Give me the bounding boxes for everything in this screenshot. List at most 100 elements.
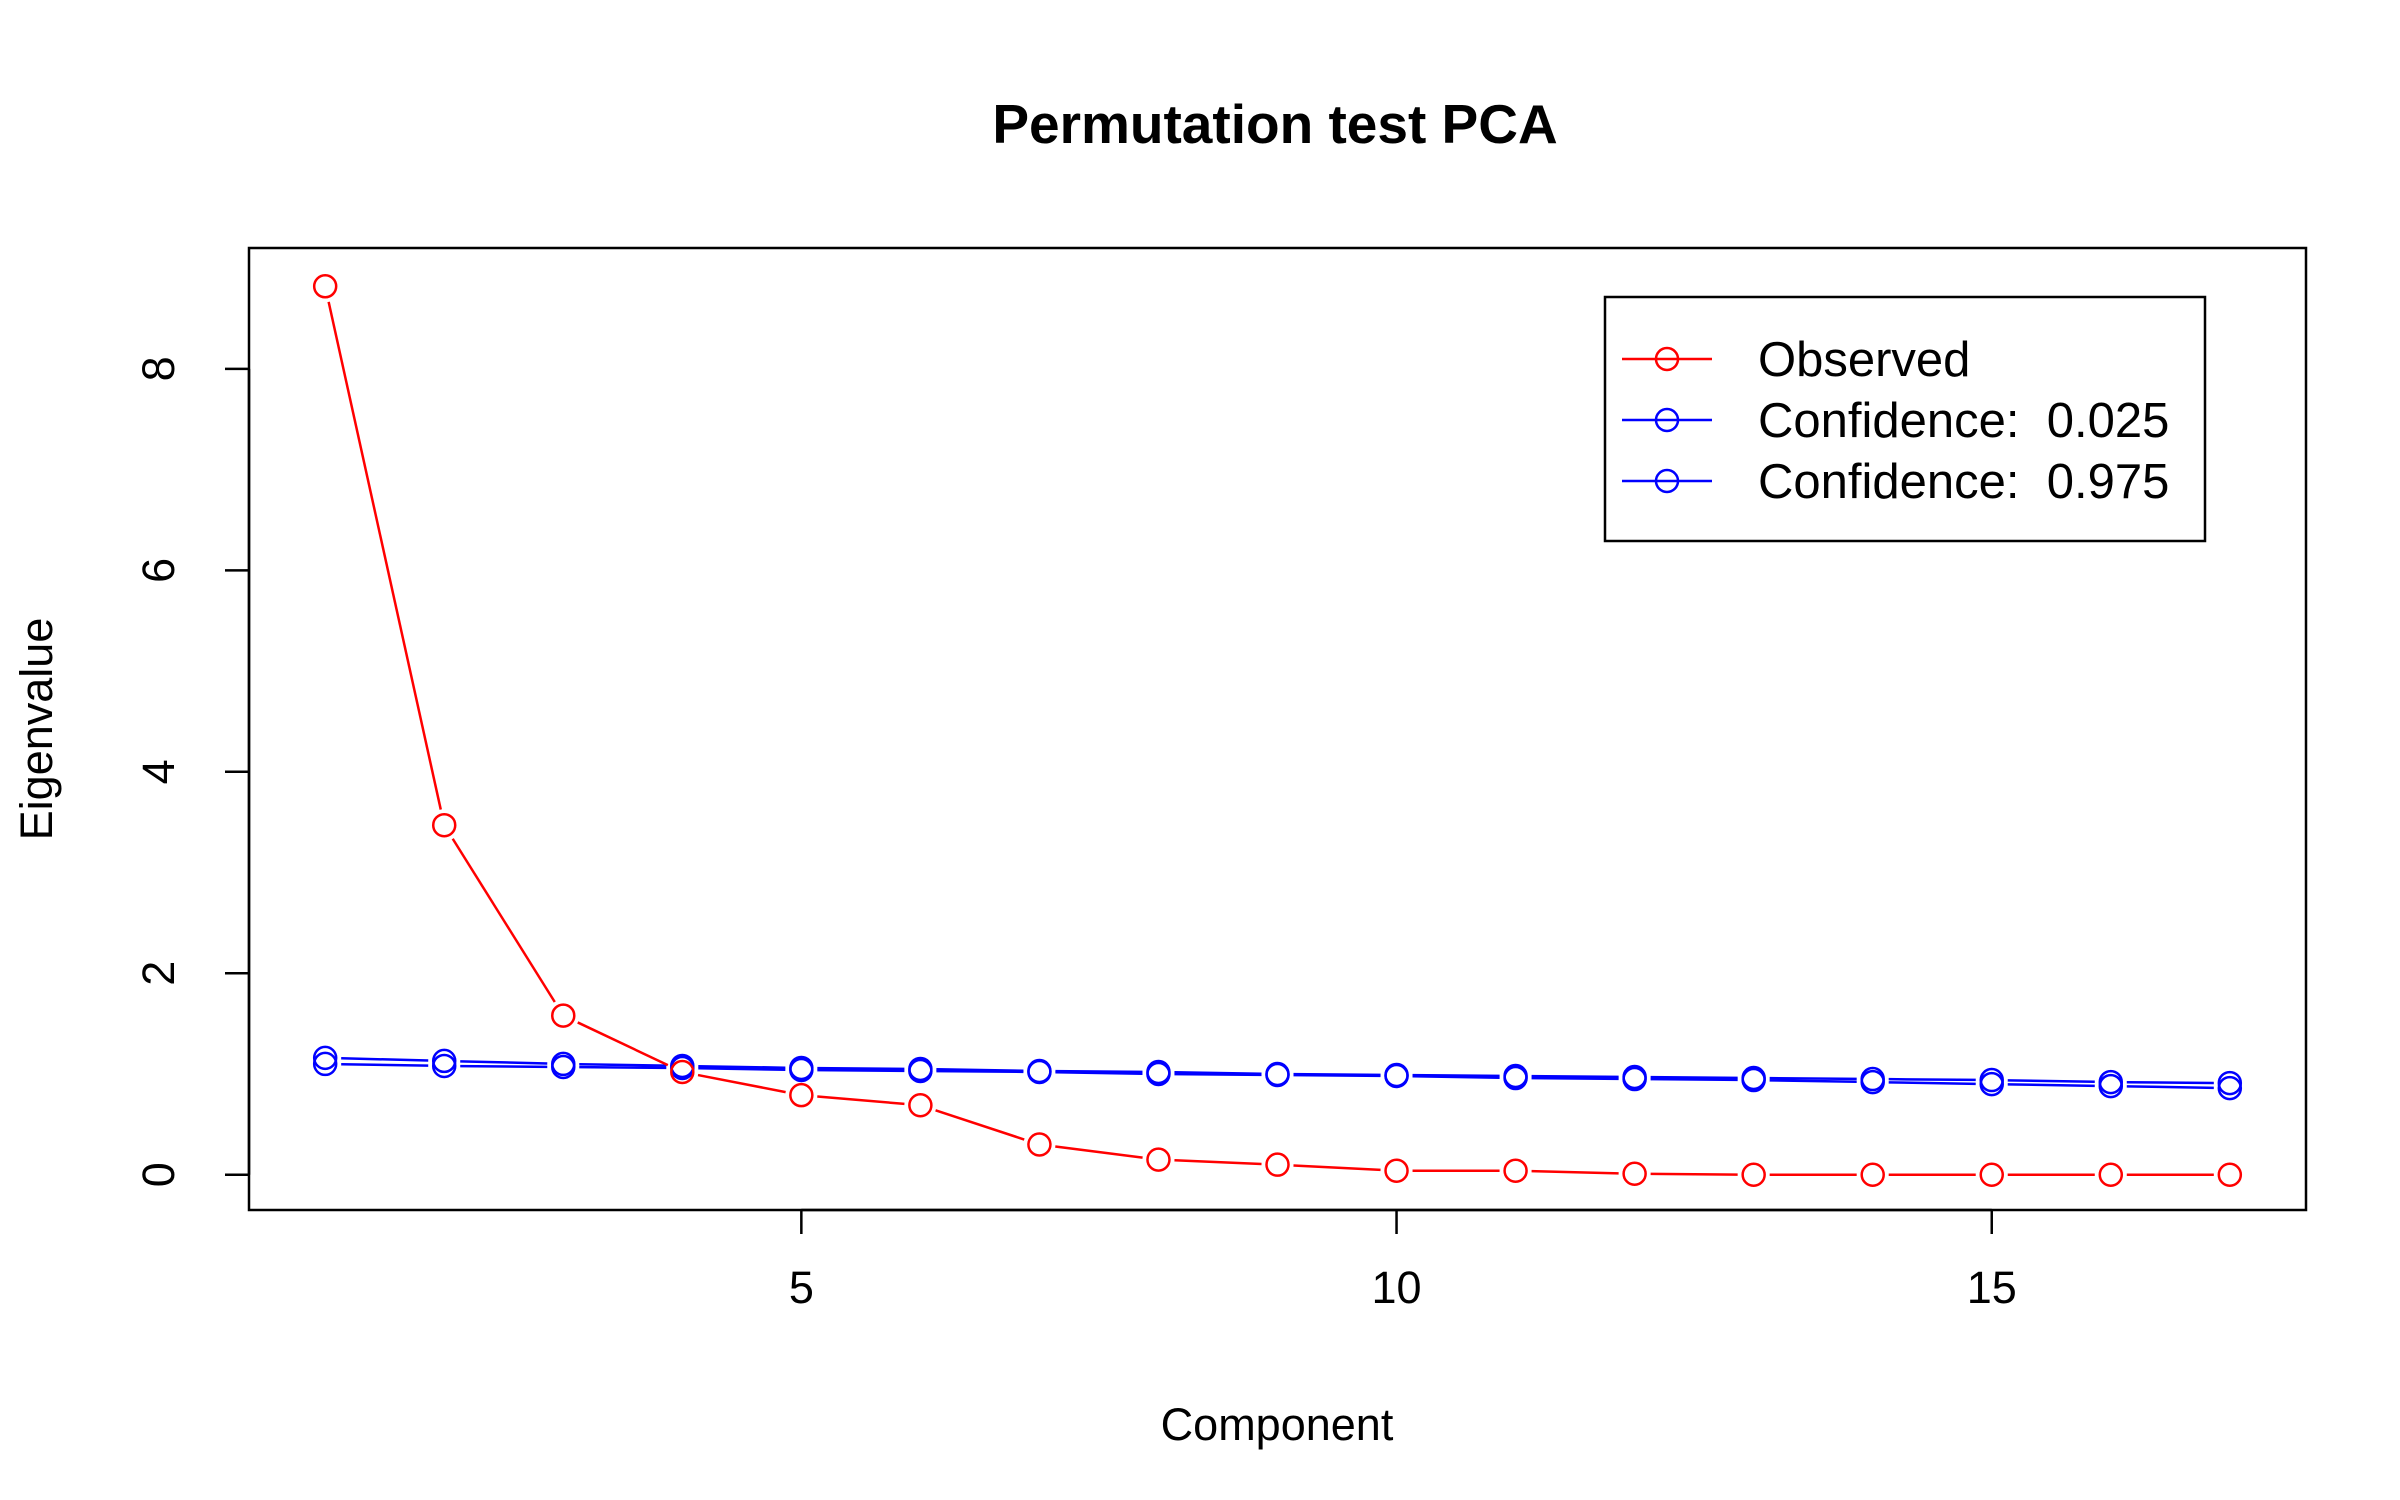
legend-marker [1654, 407, 1680, 433]
data-point [1146, 1061, 1171, 1087]
legend-marker [1654, 468, 1680, 494]
data-point [1622, 1161, 1647, 1186]
data-point [2217, 1162, 2243, 1187]
data-point [789, 1082, 814, 1108]
series-segment [1650, 1075, 1738, 1080]
series-segment [579, 1062, 667, 1067]
data-point [1265, 1061, 1290, 1087]
data-point [1622, 1066, 1647, 1092]
data-point [908, 1058, 933, 1084]
data-point [1741, 1162, 1766, 1187]
series-segment [1055, 1069, 1143, 1074]
y-tick-label: 6 [133, 558, 184, 583]
series-segment [1769, 1076, 1857, 1081]
data-point [551, 1051, 576, 1077]
data-point [312, 274, 338, 299]
data-point [1027, 1058, 1052, 1084]
series-segment [577, 1021, 669, 1067]
data-point [1860, 1162, 1885, 1187]
series-segment [817, 1095, 905, 1106]
legend-marker [1654, 346, 1680, 372]
data-point [1384, 1158, 1409, 1183]
series-segment [2126, 1080, 2214, 1085]
legend-label: Confidence: 0.025 [1758, 394, 2169, 448]
series-1 [312, 1051, 2243, 1101]
series-segment [460, 1064, 548, 1069]
y-tick-label: 0 [133, 1162, 184, 1187]
series-segment [341, 1057, 429, 1062]
series-segment [1174, 1159, 1262, 1166]
x-tick-label: 10 [1372, 1262, 1422, 1313]
series-0 [312, 274, 2243, 1187]
data-point [2217, 1070, 2243, 1096]
y-axis-label: Eigenvalue [11, 618, 62, 841]
legend-label: Confidence: 0.975 [1758, 455, 2169, 509]
data-point [1741, 1067, 1766, 1093]
data-point [431, 1053, 457, 1079]
series-segment [1174, 1071, 1262, 1075]
y-axis: 0 2 4 6 8 [133, 356, 251, 1187]
data-point [789, 1057, 814, 1083]
series-segment [936, 1069, 1024, 1074]
series-segment [2007, 1079, 2095, 1084]
data-point [908, 1056, 933, 1082]
series-segment [327, 301, 442, 810]
series-segment [1174, 1072, 1262, 1077]
series-segment [579, 1065, 667, 1070]
data-point [1503, 1065, 1528, 1091]
chart-title: Permutation test PCA [992, 93, 1557, 155]
legend-label: Observed [1758, 333, 1970, 387]
series-segment [817, 1066, 905, 1071]
x-axis-label: Component [1161, 1399, 1394, 1450]
data-point [2098, 1069, 2124, 1095]
data-point [1503, 1158, 1528, 1183]
series-segment [1412, 1073, 1500, 1078]
series-segment [1055, 1071, 1143, 1075]
data-point [908, 1092, 933, 1118]
series-segment [698, 1064, 786, 1069]
data-point [1622, 1064, 1647, 1090]
data-point [670, 1053, 695, 1079]
data-point [312, 1045, 338, 1071]
data-point [1027, 1132, 1052, 1157]
data-point [1265, 1152, 1290, 1177]
data-point [789, 1055, 814, 1081]
data-point [1741, 1065, 1766, 1091]
series-segment [341, 1062, 429, 1067]
data-point [551, 1003, 576, 1028]
y-tick-label: 2 [133, 961, 184, 986]
series-segment [1293, 1072, 1381, 1077]
series-segment [698, 1066, 786, 1071]
series-segment [1293, 1164, 1381, 1172]
series-segment [817, 1068, 905, 1073]
data-point [1146, 1147, 1171, 1172]
x-tick-label: 15 [1967, 1262, 2017, 1313]
data-point [1860, 1066, 1885, 1092]
data-point [1979, 1162, 2004, 1187]
data-point [431, 1048, 457, 1074]
y-tick-label: 4 [133, 759, 184, 784]
data-point [1503, 1063, 1528, 1089]
series-segment [460, 1060, 548, 1065]
series-segment [1412, 1075, 1500, 1080]
series-segment [936, 1067, 1024, 1072]
series-segment [1888, 1077, 1976, 1082]
series-segment [1531, 1169, 1619, 1175]
data-point [431, 812, 457, 838]
series-segment [1055, 1145, 1143, 1159]
data-point [1384, 1062, 1409, 1088]
series-2 [312, 1045, 2243, 1096]
y-tick-label: 8 [133, 356, 184, 381]
series-segment [1888, 1081, 1976, 1086]
series-layer [312, 274, 2243, 1187]
series-segment [451, 838, 556, 1003]
series-segment [697, 1073, 786, 1094]
series-segment [2007, 1083, 2095, 1088]
data-point [1979, 1067, 2004, 1093]
data-point [1146, 1059, 1171, 1085]
series-segment [935, 1109, 1025, 1141]
series-segment [1650, 1172, 1738, 1176]
series-segment [1650, 1077, 1738, 1082]
series-segment [1531, 1076, 1619, 1081]
